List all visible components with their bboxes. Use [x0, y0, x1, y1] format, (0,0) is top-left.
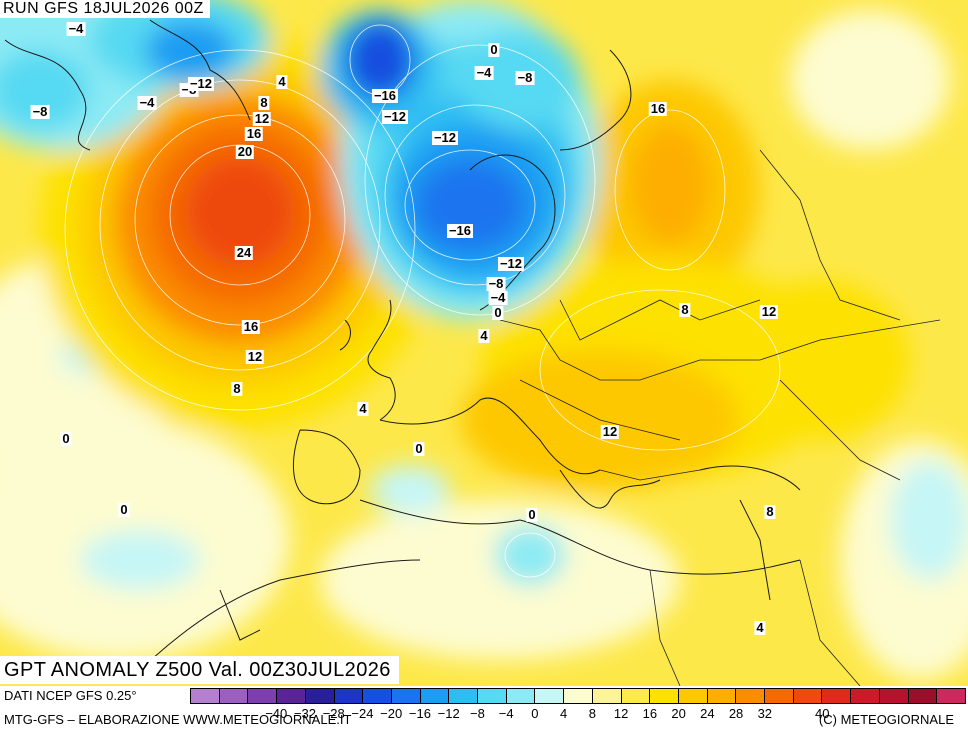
coastlines: [4, 19, 801, 681]
contour-value-label: 0: [526, 507, 538, 522]
legend-swatch: [650, 689, 679, 703]
legend-tick-label: −24: [351, 706, 374, 721]
legend-tick-label: 0: [531, 706, 539, 721]
contour-lines: [64, 24, 781, 578]
legend-swatch: [707, 689, 737, 703]
legend-swatch: [191, 689, 220, 703]
legend-swatch: [793, 689, 823, 703]
legend-tick-label: 16: [642, 706, 658, 721]
legend-tick-label: −16: [408, 706, 431, 721]
legend-swatch: [478, 689, 507, 703]
legend-tick-label: −4: [498, 706, 514, 721]
color-legend-bar: [190, 688, 966, 704]
legend-swatch: [277, 689, 306, 703]
legend-tick-label: −32: [293, 706, 316, 721]
contour-value-label: 12: [600, 424, 620, 439]
legend-tick-label: 32: [757, 706, 773, 721]
legend-swatch: [564, 689, 593, 703]
contour-value-label: −12: [497, 256, 525, 271]
contour-value-label: −4: [474, 65, 494, 80]
contour-value-label: −16: [446, 223, 474, 238]
legend-swatch: [449, 689, 479, 703]
legend-swatch: [305, 689, 335, 703]
contour-value-label: 4: [357, 401, 369, 416]
legend-swatch: [937, 689, 965, 703]
data-source-label: DATI NCEP GFS 0.25°: [4, 688, 137, 703]
legend-swatch: [822, 689, 852, 703]
contour-value-label: 4: [478, 328, 490, 343]
contour-value-label: 16: [244, 126, 264, 141]
contour-value-label: −12: [431, 130, 459, 145]
legend-swatch: [736, 689, 766, 703]
legend-tick-label: −28: [322, 706, 345, 721]
legend-tick-label: −8: [469, 706, 485, 721]
contour-value-label: 24: [234, 245, 254, 260]
legend-tick-label: 40: [815, 706, 830, 721]
footer: DATI NCEP GFS 0.25° −40 −32 −28 −24 −20 −16 −1…: [0, 686, 968, 745]
borders: [499, 149, 941, 686]
contour-value-label: −4: [488, 290, 508, 305]
legend-swatch: [678, 689, 708, 703]
legend-swatch: [879, 689, 909, 703]
contour-value-label: 0: [488, 42, 500, 57]
legend-swatch: [765, 689, 794, 703]
contour-value-label: −4: [66, 21, 86, 36]
map-title: GPT ANOMALY Z500 Val. 00Z30JUL2026: [0, 656, 399, 684]
legend-tick-label: 8: [588, 706, 596, 721]
contour-value-label: 0: [118, 502, 130, 517]
legend-swatch: [621, 689, 651, 703]
legend-tick-label: 24: [700, 706, 715, 721]
contour-value-label: 16: [241, 319, 261, 334]
legend-swatch: [248, 689, 278, 703]
contour-value-label: 20: [235, 144, 255, 159]
contour-value-label: 8: [231, 381, 243, 396]
contour-value-label: −8: [30, 104, 50, 119]
legend-tick-label: 4: [560, 706, 568, 721]
contour-value-label: 0: [413, 441, 425, 456]
contour-value-label: 8: [764, 504, 776, 519]
legend-swatch: [363, 689, 392, 703]
legend-tick-label: 20: [671, 706, 686, 721]
contour-value-label: 4: [754, 620, 766, 635]
contour-value-label: −16: [371, 88, 399, 103]
legend-swatch: [908, 689, 938, 703]
legend-tick-label: −12: [437, 706, 460, 721]
legend-swatch: [535, 689, 565, 703]
contour-value-label: 0: [492, 305, 504, 320]
color-legend-ticks: −40 −32 −28 −24 −20 −16 −12 −8 −4 0 4 8 12 16 20 24 28 32…: [190, 706, 966, 722]
legend-swatch: [592, 689, 622, 703]
legend-swatch: [506, 689, 536, 703]
legend-swatch: [219, 689, 249, 703]
legend-tick-label: 28: [728, 706, 744, 721]
legend-tick-label: 12: [613, 706, 629, 721]
legend-swatch: [420, 689, 450, 703]
contour-value-label: 12: [759, 304, 779, 319]
contour-value-label: 8: [258, 95, 270, 110]
contour-value-label: −4: [137, 95, 157, 110]
copyright-label: (C) METEOGIORNALE: [818, 712, 954, 727]
contour-value-label: 4: [276, 74, 288, 89]
legend-swatch: [851, 689, 880, 703]
legend-swatch: [391, 689, 421, 703]
anomaly-map: [0, 0, 968, 686]
contour-value-label: 12: [252, 111, 272, 126]
contour-value-label: 8: [679, 302, 691, 317]
contour-value-label: −8: [486, 276, 506, 291]
legend-tick-label: −20: [380, 706, 403, 721]
contour-value-label: 12: [245, 349, 265, 364]
contour-value-label: 16: [648, 101, 668, 116]
contour-value-label: −12: [381, 109, 409, 124]
contour-value-label: −8: [515, 70, 535, 85]
legend-swatch: [334, 689, 364, 703]
credit-label: MTG-GFS – ELABORAZIONE WWW.METEOGIORNALE…: [4, 712, 352, 727]
contour-value-label: 0: [60, 431, 72, 446]
contour-value-label: −12: [187, 76, 215, 91]
legend-tick-label: −40: [265, 706, 288, 721]
run-info-label: RUN GFS 18JUL2026 00Z: [0, 0, 210, 18]
